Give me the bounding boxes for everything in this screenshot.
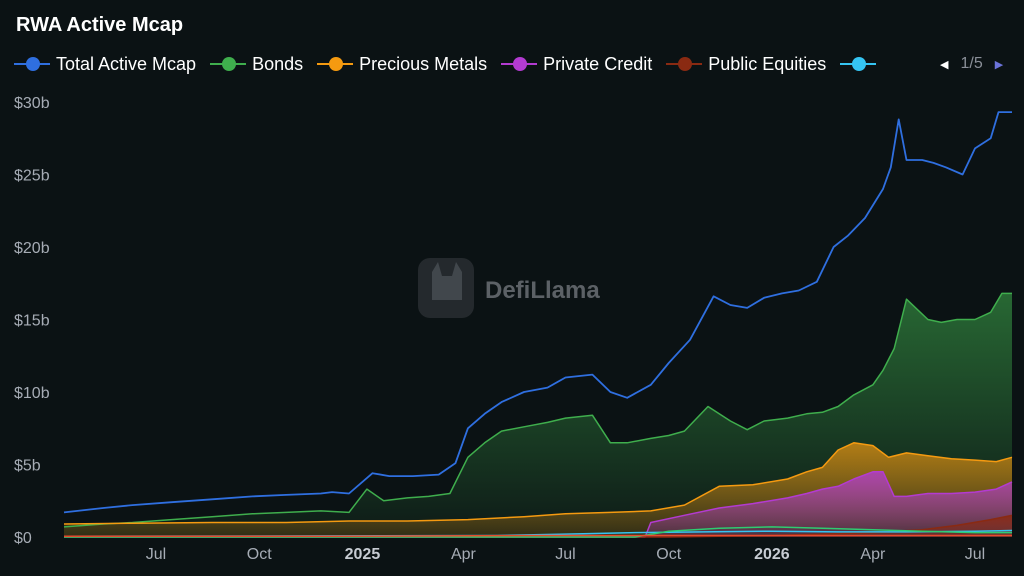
x-tick-label: 2025: [345, 546, 381, 563]
x-tick-label: Apr: [860, 546, 886, 563]
legend-marker-icon: [666, 57, 703, 71]
legend-label: Private Credit: [543, 53, 653, 74]
llama-head-icon: [432, 262, 462, 300]
watermark: DefiLlama: [418, 258, 600, 318]
series-line: [64, 526, 1012, 538]
series-line: [63, 111, 1012, 514]
chart-title: RWA Active Mcap: [16, 14, 184, 36]
y-tick-label: $0: [14, 530, 32, 547]
x-tick-label: Oct: [247, 546, 272, 563]
legend-marker-icon: [317, 57, 354, 71]
y-tick-label: $10b: [14, 385, 50, 402]
series-line: [63, 442, 1013, 525]
series-line: [63, 292, 1012, 528]
legend: Total Active Mcap Bonds Precious Metals Pri…: [14, 52, 896, 76]
series-area: [64, 293, 1012, 537]
x-tick-label: Jul: [146, 546, 166, 563]
series-line: [64, 471, 1013, 538]
legend-item[interactable]: Precious Metals: [317, 54, 487, 75]
legend-marker-icon: [501, 57, 538, 71]
legend-marker-icon: [14, 57, 50, 71]
series-line: [64, 534, 1012, 538]
y-tick-label: $25b: [14, 168, 50, 185]
x-tick-label: Jul: [965, 546, 985, 563]
pager-next-arrow-icon[interactable]: ▶: [994, 58, 1004, 71]
y-tick-label: $30b: [14, 95, 50, 112]
series-area: [64, 471, 1012, 537]
legend-label: Total Active Mcap: [56, 53, 197, 74]
x-tick-label: Apr: [451, 546, 477, 563]
legend-pager: ◀ 1/5 ▶: [940, 52, 1003, 76]
x-tick-label: Jul: [555, 546, 575, 563]
legend-item[interactable]: Public Equities: [666, 54, 826, 75]
x-tick-label: Oct: [656, 546, 681, 563]
watermark-text: DefiLlama: [485, 277, 600, 304]
x-tick-label: 2026: [754, 546, 790, 563]
legend-label: Bonds: [252, 53, 304, 74]
legend-marker-icon: [840, 57, 877, 71]
pager-prev-arrow-icon[interactable]: ◀: [940, 58, 949, 71]
pager-text: 1/5: [960, 55, 983, 72]
y-tick-label: $20b: [14, 240, 50, 257]
legend-label: Precious Metals: [359, 53, 488, 74]
legend-marker-icon: [210, 57, 247, 71]
legend-label: Public Equities: [708, 53, 827, 74]
legend-clip: Total Active Mcap Bonds Precious Metals Pri…: [0, 0, 932, 90]
legend-item[interactable]: Bonds: [210, 54, 303, 75]
y-tick-label: $5b: [14, 458, 41, 475]
legend-item[interactable]: Total Active Mcap: [14, 54, 196, 75]
y-tick-label: $15b: [14, 313, 50, 330]
legend-item[interactable]: [840, 57, 882, 71]
legend-item[interactable]: Private Credit: [501, 54, 652, 75]
